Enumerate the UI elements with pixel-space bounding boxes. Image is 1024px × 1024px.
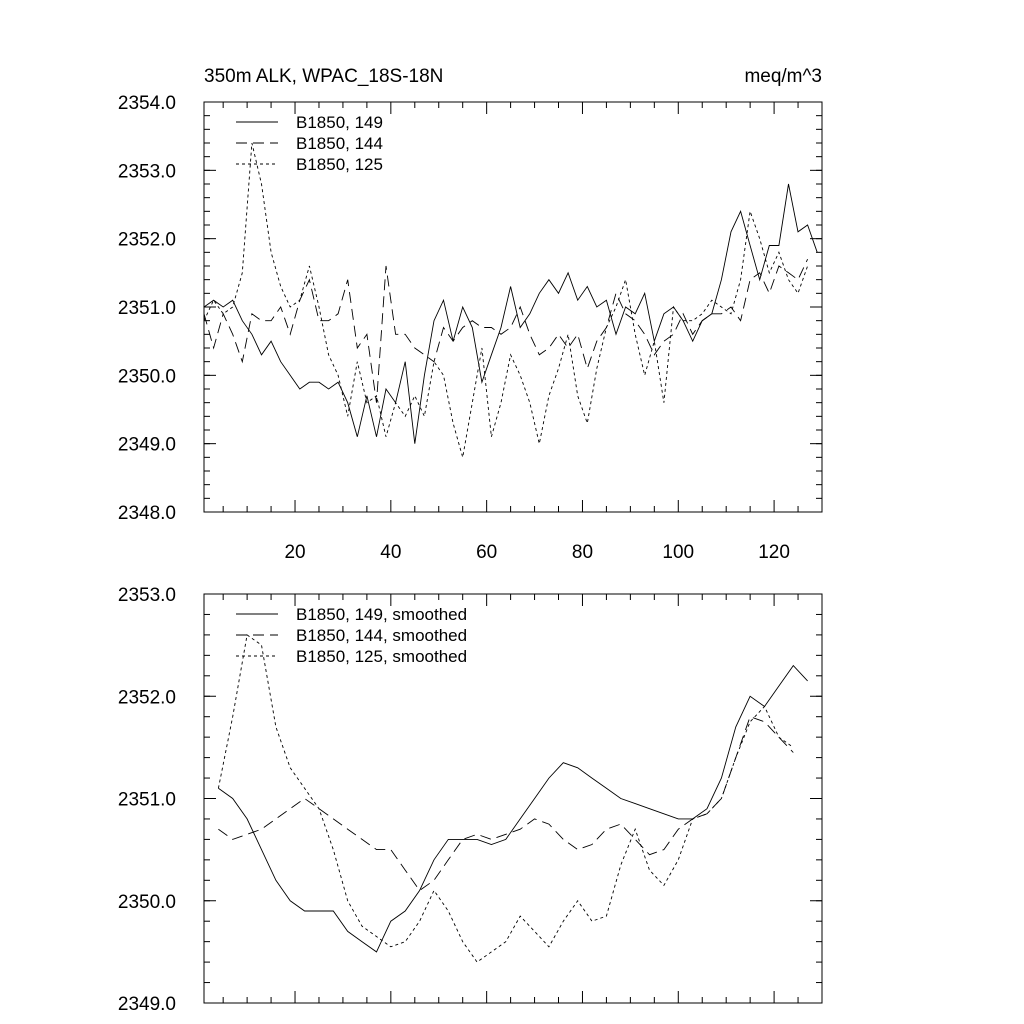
y-tick-label: 2351.0	[118, 298, 176, 319]
bottom-chart-panel: 2349.0 2350.0 2351.0 2352.0 2353.0 B1850, 149…	[118, 585, 823, 1015]
legend-label: B1850, 149, smoothed	[296, 605, 467, 624]
x-tick-label: 40	[380, 542, 401, 563]
y-tick-label: 2354.0	[118, 93, 176, 114]
chart-title: 350m ALK, WPAC_18S-18N	[204, 66, 443, 87]
x-tick-label: 60	[476, 542, 497, 563]
series-line	[203, 259, 809, 403]
y-tick-label: 2349.0	[118, 435, 176, 456]
y-tick-label: 2348.0	[118, 503, 176, 524]
legend-label: B1850, 125	[296, 155, 383, 174]
series-line	[217, 634, 794, 963]
y-tick-label: 2350.0	[118, 892, 176, 913]
y-tick-label: 2353.0	[118, 585, 176, 606]
x-tick-label: 80	[572, 542, 593, 563]
y-tick-label: 2349.0	[118, 994, 176, 1015]
y-tick-label: 2352.0	[118, 230, 176, 251]
y-tick-label: 2352.0	[118, 687, 176, 708]
y-tick-label: 2350.0	[118, 366, 176, 387]
series-line	[218, 716, 794, 892]
legend-label: B1850, 125, smoothed	[296, 647, 467, 666]
legend-label: B1850, 144, smoothed	[296, 626, 467, 645]
series-line	[203, 183, 818, 444]
x-tick-label: 100	[662, 542, 694, 563]
chart-units: meq/m^3	[744, 66, 822, 87]
y-tick-label: 2351.0	[118, 790, 176, 811]
legend-label: B1850, 149	[296, 113, 383, 132]
x-tick-label: 120	[758, 542, 790, 563]
x-tick-label: 20	[284, 542, 305, 563]
series-line	[203, 142, 809, 458]
series-line	[218, 664, 808, 953]
top-chart-panel: 350m ALK, WPAC_18S-18N meq/m^3 2348.0 234…	[118, 66, 823, 563]
y-tick-label: 2353.0	[118, 161, 176, 182]
legend-label: B1850, 144	[296, 134, 383, 153]
